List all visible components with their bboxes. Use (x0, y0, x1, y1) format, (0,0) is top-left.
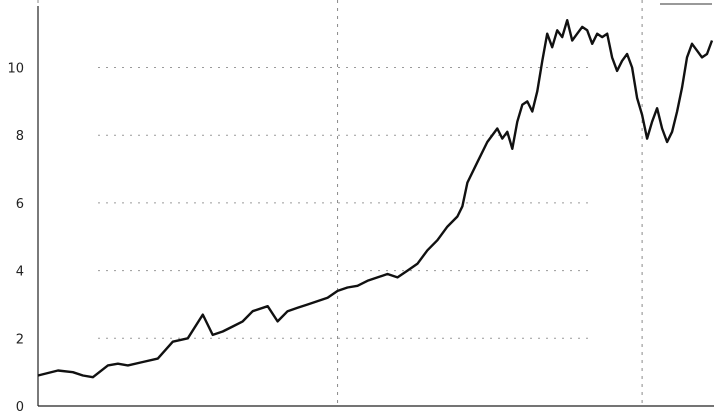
y-tick-label-8: 8 (16, 129, 24, 144)
y-tick-label-0: 0 (16, 400, 24, 412)
vertical-markers (37, 0, 643, 406)
y-tick-label-2: 2 (16, 332, 24, 347)
axes (37, 3, 714, 407)
y-tick-label-10: 10 (7, 62, 24, 77)
series-line-0 (37, 19, 714, 379)
y-tick-label-6: 6 (16, 197, 24, 212)
y-tick-label-4: 4 (16, 265, 24, 280)
y-tick-labels: 0 2 4 6 8 10 (7, 62, 24, 415)
grid-layer (98, 67, 592, 339)
series-layer (37, 19, 714, 379)
